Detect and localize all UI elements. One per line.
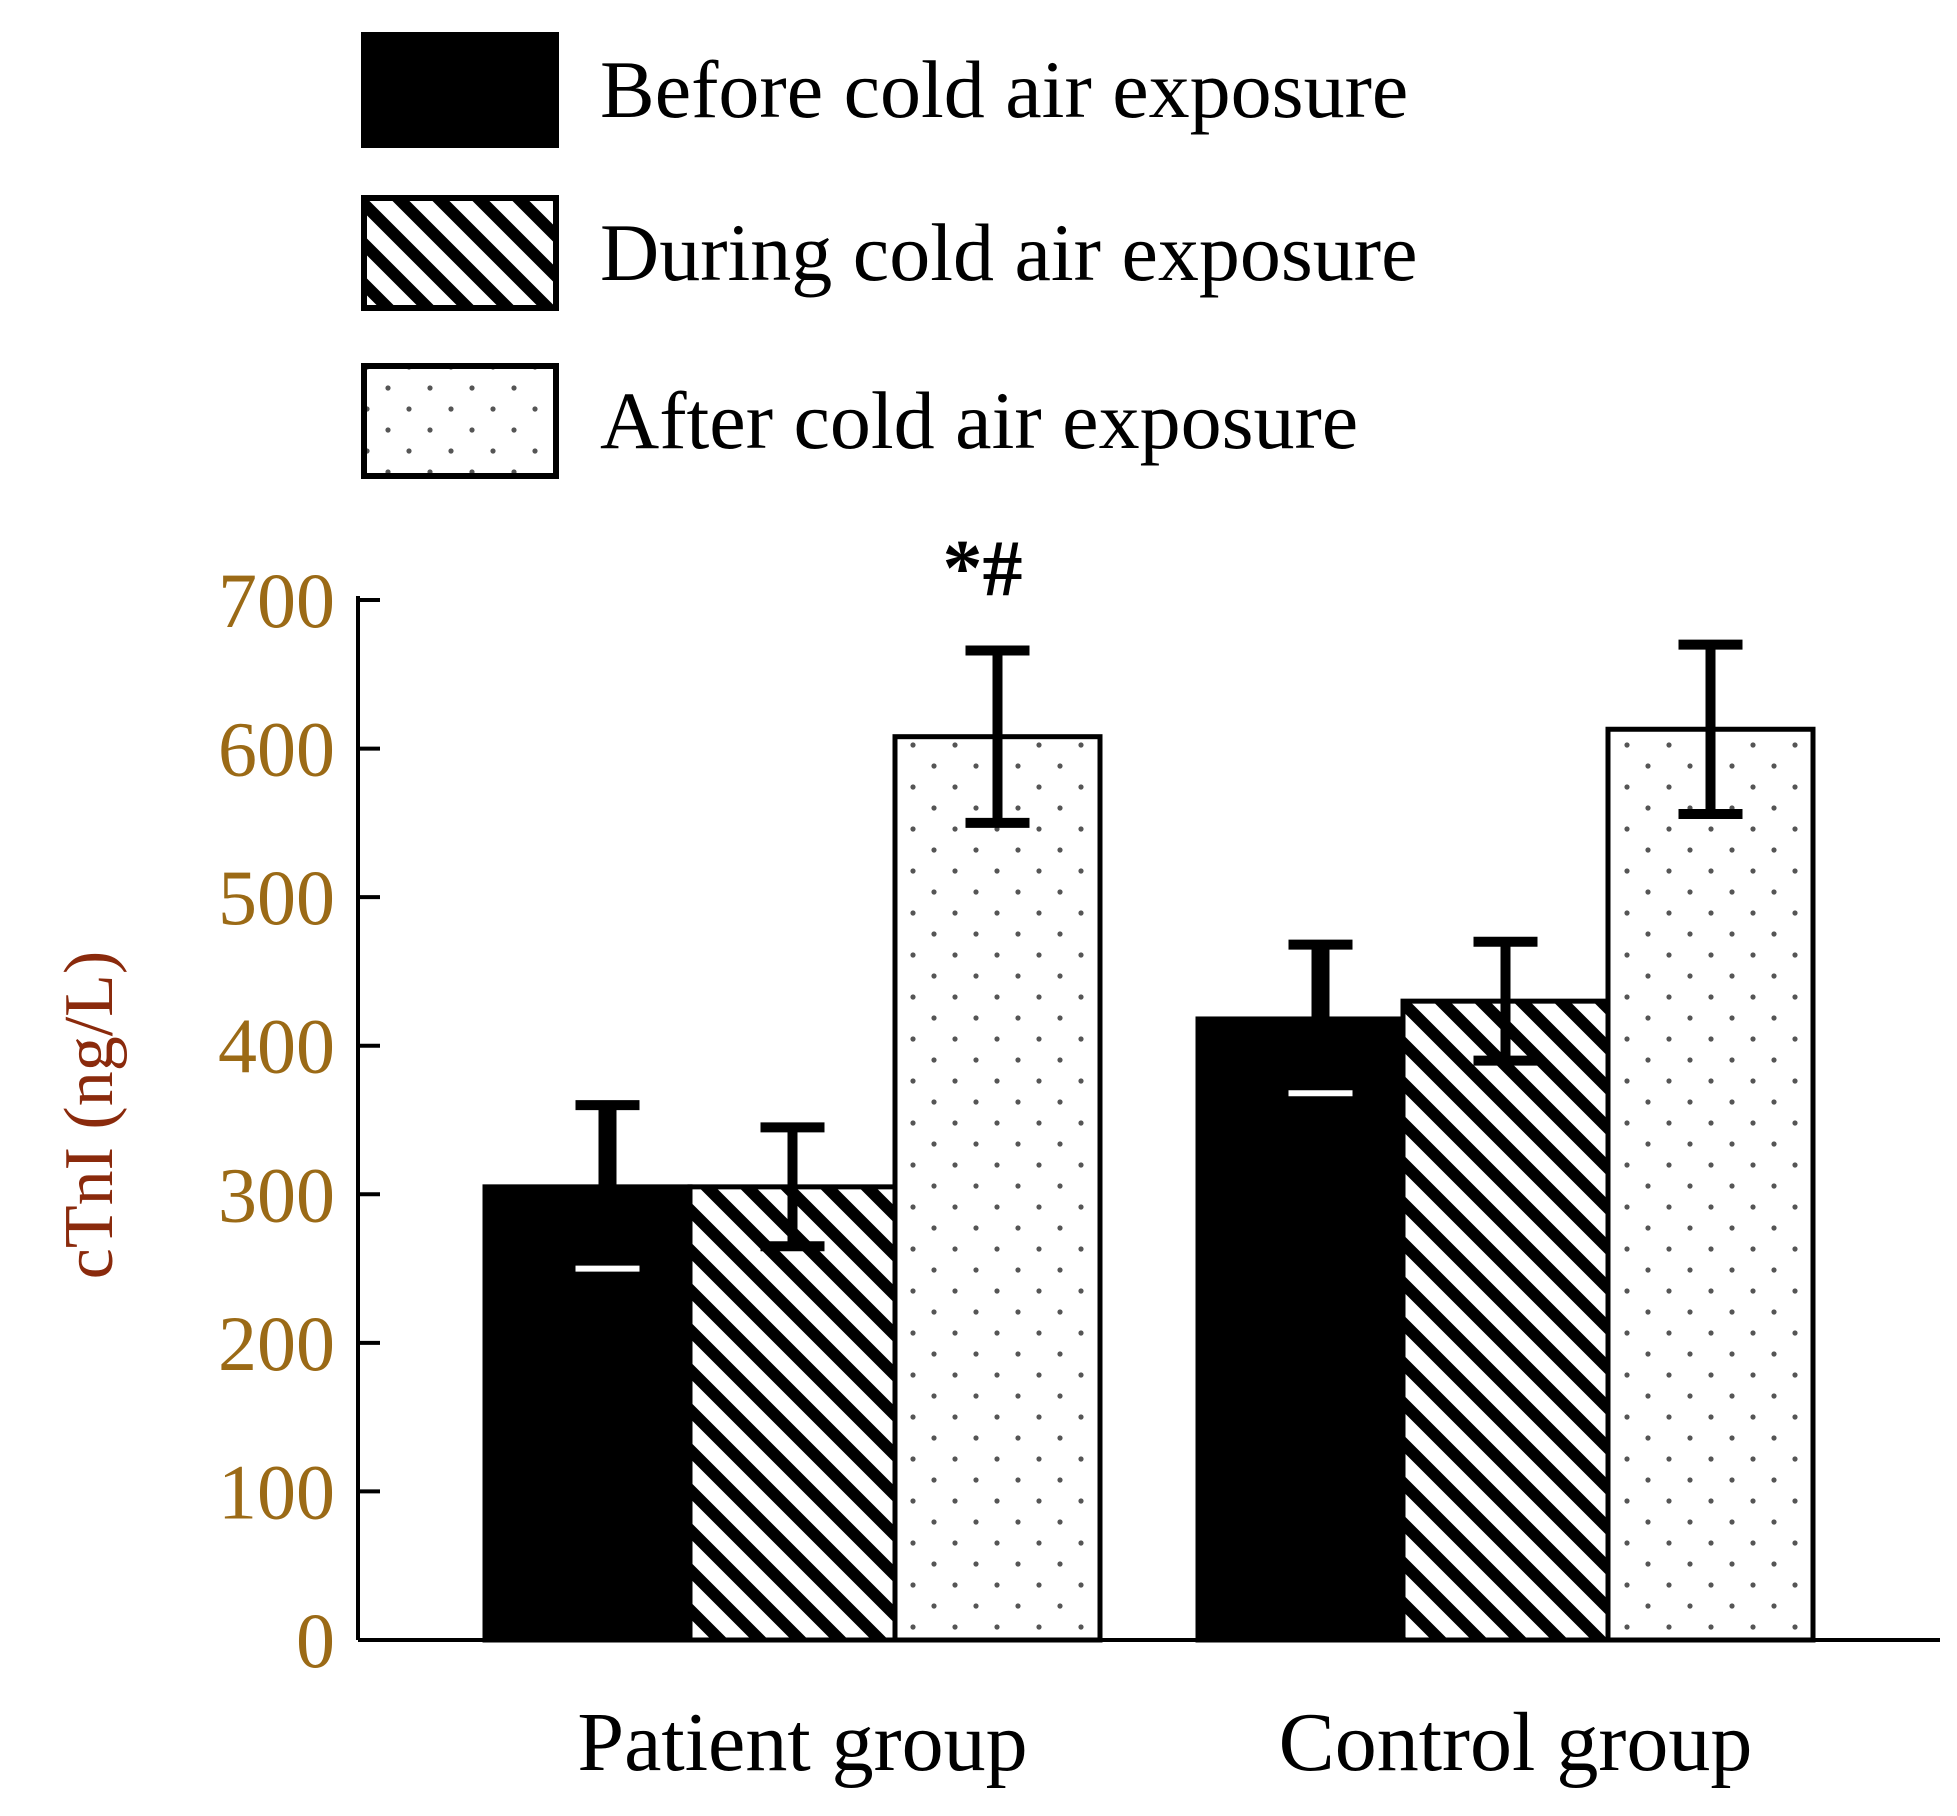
legend-swatch-before-cold-air-exposure: [361, 32, 559, 148]
category-label-patient-group: Patient group: [577, 1696, 1027, 1789]
axes: 0 100 200 300 400 500 600 700 cTnI (ng/L): [51, 557, 1940, 1684]
bars: [482, 726, 1816, 1643]
legend: Before cold air exposure During cold air …: [361, 32, 1417, 479]
y-tick-label: 600: [218, 706, 335, 793]
y-tick-label: 100: [218, 1448, 335, 1535]
bar-control-group-after-cold-air-exposure: [1605, 726, 1816, 1643]
error-bars: [573, 639, 1743, 1278]
y-tick-label: 300: [218, 1151, 335, 1238]
bar-control-group-during-cold-air-exposure: [1400, 998, 1611, 1643]
significance-annotation: *#: [943, 525, 1023, 613]
legend-label-after-cold-air-exposure: After cold air exposure: [600, 375, 1358, 466]
y-tick-label: 200: [218, 1300, 335, 1387]
bar-patient-group-after-cold-air-exposure: [892, 734, 1103, 1643]
bar-patient-group-before-cold-air-exposure: [482, 1184, 693, 1643]
category-label-control-group: Control group: [1279, 1696, 1753, 1789]
labels: Patient group Control group *#: [577, 525, 1752, 1789]
y-tick-label: 500: [218, 854, 335, 941]
y-tick-label: 700: [218, 557, 335, 644]
y-tick-label: 400: [218, 1003, 335, 1090]
bar-control-group-before-cold-air-exposure: [1195, 1016, 1406, 1643]
y-tick-label: 0: [296, 1597, 335, 1684]
legend-label-during-cold-air-exposure: During cold air exposure: [600, 207, 1417, 298]
legend-label-before-cold-air-exposure: Before cold air exposure: [600, 44, 1408, 135]
bar-patient-group-during-cold-air-exposure: [687, 1184, 898, 1643]
y-axis-title: cTnI (ng/L): [51, 951, 128, 1279]
legend-swatch-after-cold-air-exposure: [361, 363, 559, 479]
legend-swatch-during-cold-air-exposure: [361, 195, 559, 311]
